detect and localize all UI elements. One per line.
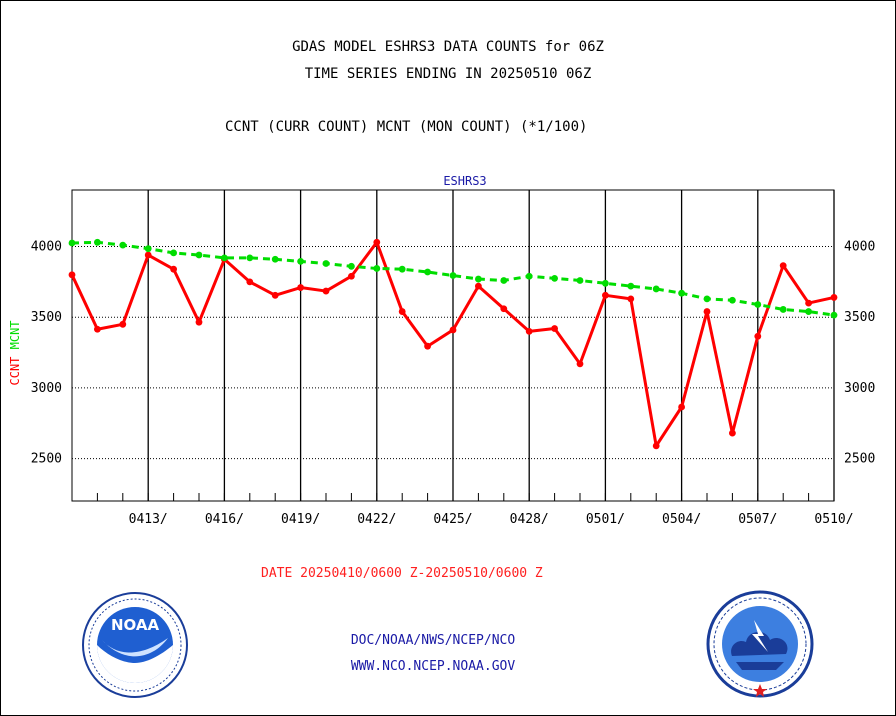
data-point-ccnt — [805, 299, 812, 307]
date-range-label: DATE 20250410/0600 Z-20250510/0600 Z — [261, 566, 543, 581]
x-tick-label: 0425/ — [433, 512, 472, 527]
data-point-mcnt — [398, 265, 406, 273]
y-tick-label-left: 3500 — [31, 310, 62, 325]
data-point-ccnt — [94, 325, 101, 333]
data-point-ccnt — [348, 272, 355, 280]
data-point-mcnt — [805, 308, 812, 315]
x-tick-label: 0504/ — [662, 512, 701, 527]
data-point-mcnt — [551, 274, 558, 282]
data-point-ccnt — [627, 295, 635, 303]
data-point-ccnt — [297, 284, 304, 291]
data-point-ccnt — [525, 327, 533, 335]
chart-title-line1: GDAS MODEL ESHRS3 DATA COUNTS for 06Z — [292, 39, 604, 55]
data-point-ccnt — [195, 318, 203, 326]
y-axis-label-ccnt: CCNT — [8, 357, 22, 386]
y-tick-label-right: 3000 — [844, 381, 875, 396]
data-point-mcnt — [297, 257, 304, 265]
noaa-logo-text: NOAA — [111, 616, 160, 634]
data-point-mcnt — [525, 272, 533, 280]
data-point-mcnt — [678, 289, 685, 297]
line-chart: ESHRS3 2500 2500 3000 3000 3500 3500 4000 4000 04… — [8, 174, 875, 527]
data-point-mcnt — [322, 260, 330, 267]
data-point-ccnt — [424, 342, 431, 350]
x-tick-label: 0510/ — [814, 512, 853, 527]
y-axis-label-mcnt: MCNT — [8, 320, 22, 356]
data-point-ccnt — [678, 403, 685, 411]
data-point-ccnt — [170, 265, 178, 273]
data-point-ccnt — [754, 332, 762, 340]
data-point-mcnt — [500, 277, 508, 284]
data-point-mcnt — [144, 245, 152, 253]
data-point-mcnt — [424, 268, 431, 276]
chart-title-line2: TIME SERIES ENDING IN 20250510 06Z — [304, 66, 592, 82]
org-path-text: DOC/NOAA/NWS/NCEP/NCO — [350, 633, 516, 648]
y-tick-label-right: 2500 — [844, 452, 875, 467]
data-point-mcnt — [246, 254, 254, 262]
data-point-ccnt — [475, 282, 482, 290]
data-point-ccnt — [119, 320, 127, 328]
x-tick-label: 0416/ — [205, 512, 244, 527]
data-point-ccnt — [652, 442, 660, 450]
data-point-mcnt — [475, 275, 482, 283]
data-point-mcnt — [627, 282, 635, 290]
data-point-mcnt — [271, 255, 279, 263]
y-tick-label-left: 4000 — [31, 240, 62, 255]
y-tick-label-right: 3500 — [844, 310, 875, 325]
x-tick-label: 0413/ — [129, 512, 168, 527]
data-point-ccnt — [779, 262, 787, 270]
data-point-mcnt — [754, 301, 762, 308]
data-point-ccnt — [68, 271, 76, 279]
data-point-mcnt — [602, 279, 609, 287]
x-tick-label: 0422/ — [357, 512, 396, 527]
data-point-mcnt — [348, 262, 355, 270]
data-point-ccnt — [144, 251, 152, 259]
data-point-mcnt — [221, 254, 228, 262]
data-point-ccnt — [602, 291, 609, 299]
data-point-ccnt — [271, 291, 279, 299]
data-point-mcnt — [729, 296, 736, 304]
x-tick-label: 0419/ — [281, 512, 320, 527]
plot-title: ESHRS3 — [443, 174, 486, 188]
data-point-ccnt — [449, 326, 457, 334]
data-point-mcnt — [170, 249, 178, 257]
data-point-mcnt — [576, 277, 584, 284]
data-point-ccnt — [729, 429, 736, 437]
data-point-mcnt — [779, 306, 787, 313]
y-tick-label-left: 2500 — [31, 452, 62, 467]
x-tick-label: 0501/ — [586, 512, 625, 527]
noaa-logo-icon: NOAA — [82, 592, 188, 698]
data-point-ccnt — [398, 308, 406, 315]
national-weather-service-logo-icon — [706, 590, 814, 698]
x-tick-label: 0507/ — [738, 512, 777, 527]
data-point-ccnt — [703, 308, 711, 315]
data-point-ccnt — [830, 294, 838, 301]
data-point-mcnt — [195, 251, 203, 259]
data-point-mcnt — [94, 238, 101, 246]
data-point-mcnt — [68, 239, 76, 247]
website-link[interactable]: WWW.NCO.NCEP.NOAA.GOV — [350, 659, 516, 674]
chart-title-line3: CCNT (CURR COUNT) MCNT (MON COUNT) (*1/1… — [225, 119, 588, 135]
data-point-mcnt — [703, 295, 711, 303]
data-point-ccnt — [576, 360, 584, 368]
data-point-ccnt — [373, 238, 381, 246]
data-point-ccnt — [551, 325, 558, 332]
data-point-mcnt — [119, 241, 127, 249]
data-point-mcnt — [373, 265, 381, 272]
y-axis-label: CCNT MCNT — [8, 320, 22, 385]
data-point-mcnt — [652, 285, 660, 293]
x-tick-label: 0428/ — [510, 512, 549, 527]
y-tick-label-right: 4000 — [844, 240, 875, 255]
data-point-mcnt — [449, 272, 457, 279]
data-point-ccnt — [322, 287, 330, 295]
data-point-ccnt — [246, 278, 254, 286]
data-point-ccnt — [500, 305, 508, 313]
y-tick-label-left: 3000 — [31, 381, 62, 396]
data-point-mcnt — [830, 311, 838, 319]
